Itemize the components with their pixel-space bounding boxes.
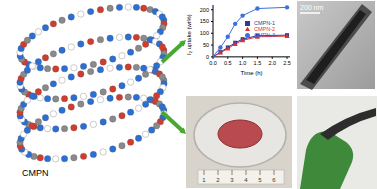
svg-text:150: 150 — [200, 18, 209, 24]
svg-text:100: 100 — [200, 30, 209, 36]
svg-text:I₂ uptake (wt%): I₂ uptake (wt%) — [186, 14, 192, 55]
html-text:CMPN-2: CMPN-2 — [254, 26, 276, 32]
svg-text:3: 3 — [230, 177, 234, 183]
svg-text:0.0: 0.0 — [209, 60, 217, 66]
svg-text:0.5: 0.5 — [224, 60, 232, 66]
svg-text:1.0: 1.0 — [239, 60, 247, 66]
svg-text:4: 4 — [244, 177, 248, 183]
svg-text:1.5: 1.5 — [254, 60, 262, 66]
svg-text:CMPN: CMPN — [22, 168, 49, 178]
svg-text:6: 6 — [272, 177, 276, 183]
svg-text:50: 50 — [203, 42, 209, 48]
html-text:CMPN-3: CMPN-3 — [254, 32, 276, 39]
html-text:CMPN-1: CMPN-1 — [254, 20, 276, 26]
svg-text:Time (h): Time (h) — [240, 70, 262, 76]
svg-text:2.0: 2.0 — [268, 60, 276, 66]
svg-text:1: 1 — [202, 177, 206, 183]
svg-text:2.5: 2.5 — [283, 60, 291, 66]
svg-text:2: 2 — [216, 177, 220, 183]
svg-text:200 nm: 200 nm — [300, 4, 324, 11]
svg-text:200: 200 — [200, 7, 209, 13]
svg-text:0: 0 — [206, 54, 209, 60]
svg-text:5: 5 — [258, 177, 262, 183]
